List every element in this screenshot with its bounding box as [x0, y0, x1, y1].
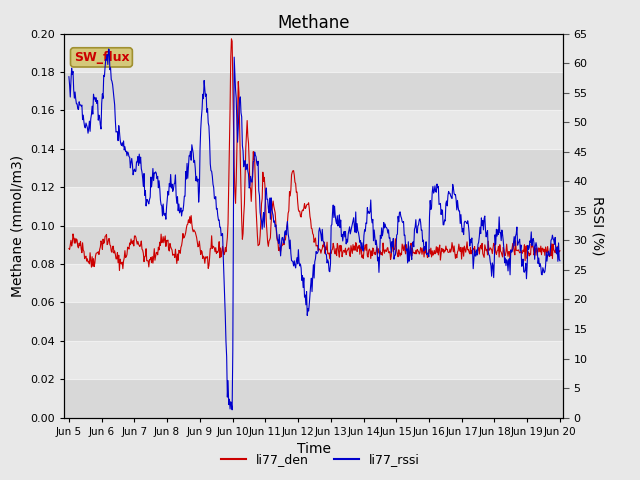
li77_rssi	[74, 106, 82, 112]
Y-axis label: RSSI (%): RSSI (%)	[591, 196, 604, 255]
Text: SW_flux: SW_flux	[74, 51, 129, 64]
Y-axis label: Methane (mmol/m3): Methane (mmol/m3)	[11, 155, 25, 297]
li77_den	[175, 247, 182, 253]
Bar	[64, 110, 563, 149]
li77_rssi	[201, 87, 209, 93]
li77_rssi	[556, 258, 564, 264]
li77_rssi	[175, 201, 182, 207]
Line: li77_den: li77_den	[69, 39, 560, 271]
li77_den	[375, 250, 383, 255]
Bar	[64, 187, 563, 226]
Bar	[64, 264, 563, 302]
Bar	[64, 226, 563, 264]
Line: li77_rssi: li77_rssi	[69, 49, 560, 410]
li77_den	[74, 244, 82, 250]
li77_den	[201, 260, 209, 266]
X-axis label: Time: Time	[296, 442, 331, 456]
li77_den	[228, 36, 236, 42]
Bar	[64, 379, 563, 418]
li77_rssi	[65, 74, 73, 80]
li77_den	[556, 248, 564, 253]
Legend: li77_den, li77_rssi: li77_den, li77_rssi	[216, 448, 424, 471]
li77_den	[390, 249, 397, 254]
li77_rssi	[125, 154, 133, 159]
li77_den	[116, 268, 124, 274]
li77_rssi	[375, 269, 383, 275]
Title: Methane: Methane	[277, 14, 350, 32]
Bar	[64, 72, 563, 110]
Bar	[64, 341, 563, 379]
Bar	[64, 149, 563, 187]
Bar	[64, 302, 563, 341]
li77_rssi	[228, 407, 236, 413]
li77_rssi	[105, 46, 113, 52]
li77_rssi	[390, 236, 397, 241]
li77_den	[65, 246, 73, 252]
li77_den	[125, 246, 133, 252]
Bar	[64, 34, 563, 72]
